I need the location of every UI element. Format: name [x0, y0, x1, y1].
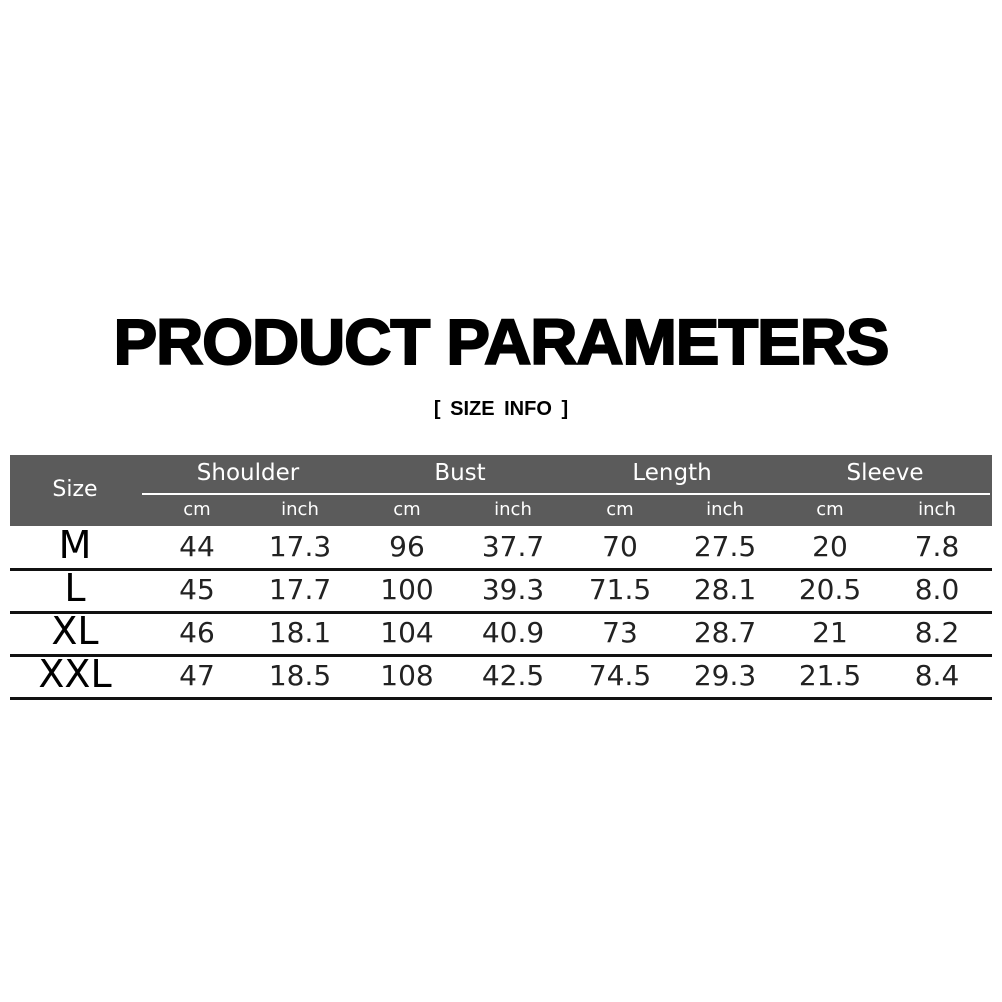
value-cell: 8.4	[914, 659, 960, 692]
value-cell: 46	[179, 616, 215, 649]
unit-header: inch	[918, 499, 956, 520]
value-cell: 17.3	[268, 530, 332, 563]
value-cell: 100	[380, 573, 434, 606]
value-cell: 21	[812, 616, 848, 649]
value-cell: 96	[389, 530, 425, 563]
group-header-sleeve: Sleeve	[846, 460, 924, 486]
unit-header: cm	[816, 499, 844, 520]
size-cell: XL	[51, 609, 99, 653]
value-cell: 108	[380, 659, 434, 692]
unit-header: cm	[606, 499, 634, 520]
value-cell: 45	[179, 573, 215, 606]
size-cell: L	[64, 566, 86, 610]
value-cell: 40.9	[481, 616, 545, 649]
value-cell: 17.7	[268, 573, 332, 606]
value-cell: 18.5	[268, 659, 332, 692]
value-cell: 47	[179, 659, 215, 692]
table-row: XXL 47 18.5 108 42.5 74.5 29.3 21.5 8.4	[10, 652, 992, 700]
unit-header: inch	[706, 499, 744, 520]
unit-header: inch	[281, 499, 319, 520]
value-cell: 7.8	[914, 530, 960, 563]
value-cell: 104	[380, 616, 434, 649]
subtitle: [ SIZE INFO ]	[433, 398, 569, 420]
unit-header: cm	[183, 499, 211, 520]
table-row: L 45 17.7 100 39.3 71.5 28.1 20.5 8.0	[10, 566, 992, 614]
value-cell: 18.1	[268, 616, 332, 649]
value-cell: 28.1	[693, 573, 757, 606]
table-row: XL 46 18.1 104 40.9 73 28.7 21 8.2	[10, 609, 992, 657]
unit-header: cm	[393, 499, 421, 520]
value-cell: 8.2	[914, 616, 960, 649]
value-cell: 74.5	[588, 659, 652, 692]
value-cell: 20.5	[798, 573, 862, 606]
value-cell: 73	[602, 616, 638, 649]
value-cell: 29.3	[693, 659, 757, 692]
value-cell: 70	[602, 530, 638, 563]
page-title: PRODUCT PARAMETERS	[113, 305, 891, 379]
value-cell: 37.7	[481, 530, 545, 563]
value-cell: 42.5	[481, 659, 545, 692]
value-cell: 39.3	[481, 573, 545, 606]
table-row: M 44 17.3 96 37.7 70 27.5 20 7.8	[10, 523, 992, 571]
value-cell: 20	[812, 530, 848, 563]
value-cell: 27.5	[693, 530, 757, 563]
value-cell: 28.7	[693, 616, 757, 649]
size-cell: M	[58, 523, 92, 567]
size-header: Size	[52, 477, 98, 502]
size-cell: XXL	[38, 652, 112, 696]
value-cell: 21.5	[798, 659, 862, 692]
value-cell: 8.0	[914, 573, 960, 606]
group-header-bust: Bust	[434, 460, 486, 486]
group-header-length: Length	[632, 460, 712, 486]
value-cell: 71.5	[588, 573, 652, 606]
group-header-shoulder: Shoulder	[196, 460, 300, 486]
unit-header: inch	[494, 499, 532, 520]
table-header: Size Shoulder Bust Length Sleeve cm inch c…	[10, 455, 992, 526]
header-divider	[142, 493, 990, 495]
value-cell: 44	[179, 530, 215, 563]
